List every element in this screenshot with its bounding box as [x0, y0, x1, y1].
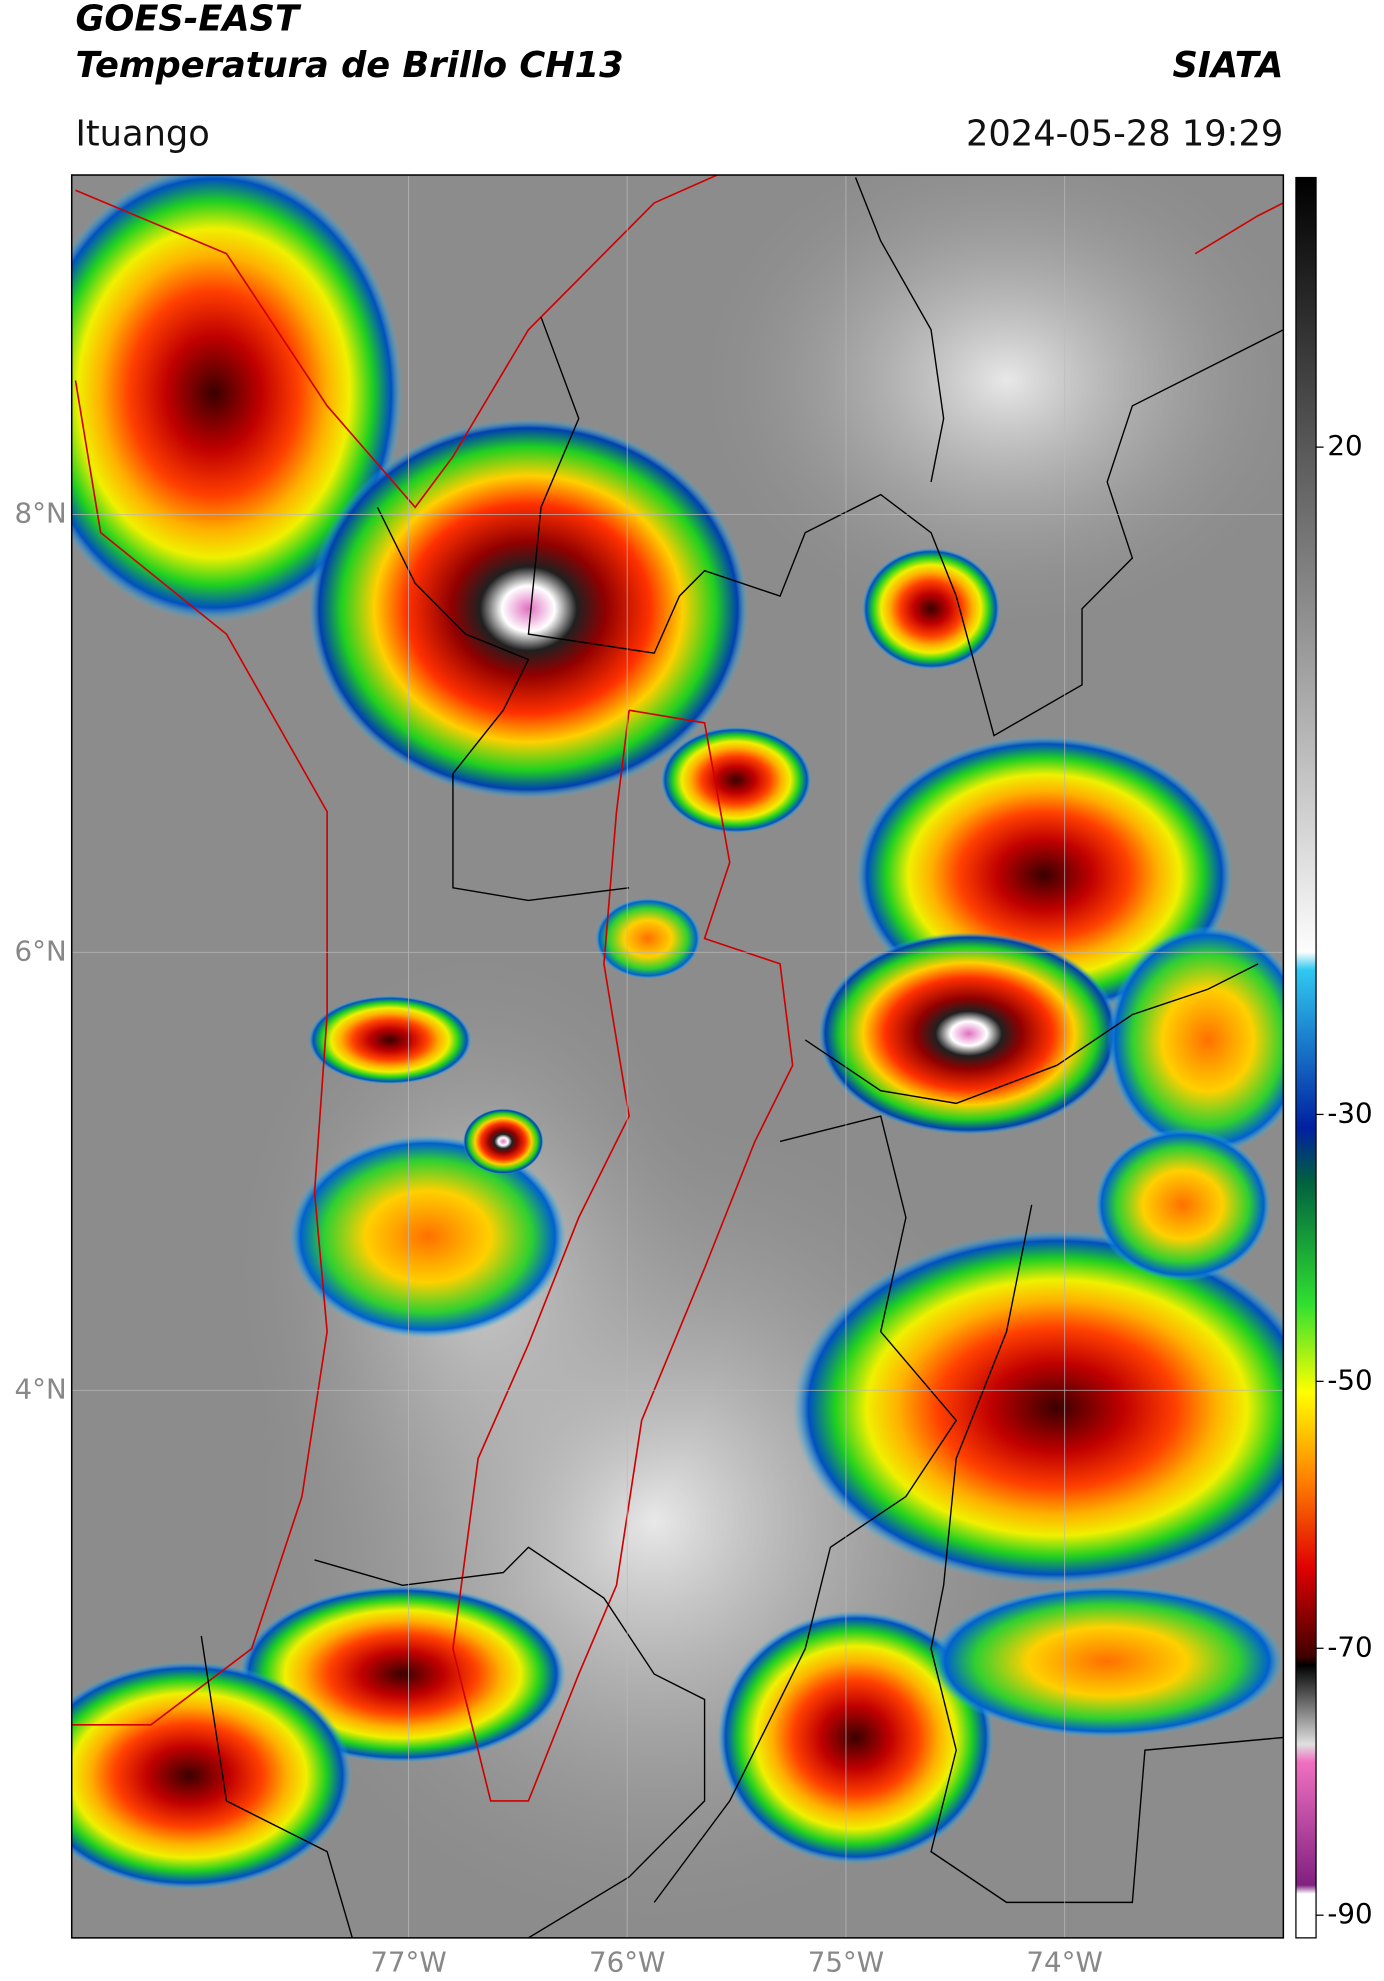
y-tick-label: 6°N: [15, 934, 67, 967]
agency: SIATA: [1172, 45, 1283, 86]
x-tick-label: 76°W: [589, 1945, 665, 1978]
y-tick-label: 4°N: [15, 1372, 67, 1405]
subtitle: Temperatura de Brillo CH13: [75, 45, 623, 86]
colorbar-tick-label: -90: [1327, 1897, 1372, 1930]
map-frame: [70, 174, 1285, 1939]
y-tick-label: 8°N: [15, 496, 67, 529]
datetime: 2024-05-28 19:29: [966, 114, 1283, 155]
colorbar-tick-label: 20: [1327, 429, 1362, 462]
colorbar-tick-label: -30: [1327, 1096, 1372, 1129]
graticule: [71, 175, 1284, 1938]
x-tick-label: 77°W: [370, 1945, 446, 1978]
title: GOES-EAST: [75, 0, 301, 39]
satellite-image: [71, 175, 1284, 1938]
location: Ituango: [75, 114, 209, 155]
x-tick-label: 75°W: [808, 1945, 884, 1978]
colorbar: [1295, 176, 1317, 1939]
colorbar-tick-label: -50: [1327, 1363, 1372, 1396]
x-tick-label: 74°W: [1026, 1945, 1102, 1978]
colorbar-tick-label: -70: [1327, 1630, 1372, 1663]
